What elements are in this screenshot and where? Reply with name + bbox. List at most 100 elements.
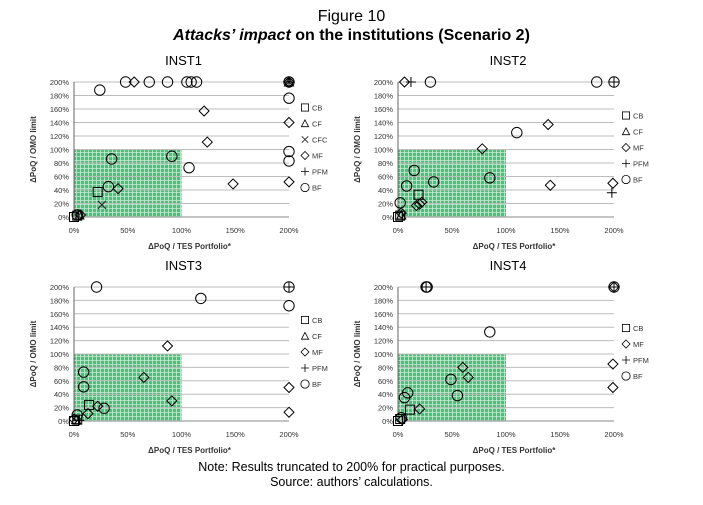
legend-marker-cb <box>621 323 631 333</box>
legend-item-cb: CB <box>621 111 643 121</box>
x-tick-label: 50% <box>120 430 135 439</box>
y-tick-label: 180% <box>50 92 70 101</box>
data-point-mf <box>68 413 80 425</box>
panel-inst1: INST1 0% 20% 40% 60% 80% 100% 120% 140% 160% 180% 2… <box>29 53 328 251</box>
legend-item-bf: BF <box>621 174 643 185</box>
series-mf <box>395 76 619 219</box>
legend-item-mf: MF <box>300 347 323 357</box>
x-tick-label: 100% <box>496 226 516 235</box>
data-point-mf <box>112 182 124 195</box>
series-pfm <box>405 77 619 198</box>
data-point-mf <box>396 413 409 426</box>
data-point-bf <box>283 155 295 167</box>
data-point-bf <box>394 197 406 209</box>
y-tick-label: 120% <box>374 132 394 141</box>
y-tick-label: 100% <box>50 350 70 359</box>
y-tick-label: 0% <box>58 417 69 426</box>
data-point-bf <box>119 76 132 88</box>
y-tick-label: 180% <box>50 296 70 305</box>
data-point-mf <box>283 176 295 188</box>
subtitle-emphasis: Attacks’ impact <box>173 27 291 44</box>
data-point-mf <box>283 116 295 129</box>
data-point-pfm <box>606 187 617 198</box>
legend-item-cb: CB <box>300 103 322 113</box>
data-point-mf <box>166 395 178 407</box>
data-point-bf <box>77 381 90 393</box>
y-tick-label: 200% <box>374 283 394 292</box>
y-tick-label: 160% <box>374 310 394 319</box>
legend-label: MF <box>312 152 323 161</box>
data-point-bf <box>283 281 295 293</box>
data-point-cb <box>69 416 79 426</box>
data-point-bf <box>94 84 106 96</box>
legend-marker-cb <box>300 315 310 325</box>
source: Source: authors’ calculations. <box>270 475 433 489</box>
legend-label: MF <box>312 348 323 357</box>
data-point-bf <box>161 76 174 88</box>
legend-label: BF <box>633 176 643 185</box>
legend-marker-mf <box>621 339 631 349</box>
data-point-mf <box>161 340 174 352</box>
data-point-bf <box>451 389 464 402</box>
legend-label: BF <box>633 372 643 381</box>
legend-marker-mf <box>621 142 631 153</box>
data-point-mf <box>74 209 87 221</box>
y-tick-label: 140% <box>374 119 394 128</box>
panel-title: INST2 <box>490 53 527 68</box>
data-point-mf <box>607 177 619 189</box>
x-tick-label: 0% <box>69 226 80 235</box>
legend-item-mf: MF <box>621 142 644 153</box>
data-point-mf <box>283 406 295 418</box>
y-tick-label: 40% <box>378 390 393 399</box>
y-tick-label: 200% <box>50 78 70 87</box>
x-tick-label: 50% <box>444 226 459 235</box>
y-tick-label: 0% <box>382 417 393 426</box>
legend-marker-mf <box>300 150 310 161</box>
legend-item-mf: MF <box>621 339 644 349</box>
data-point-bf <box>445 373 457 386</box>
y-tick-label: 80% <box>54 159 69 168</box>
y-tick-label: 100% <box>374 146 394 155</box>
x-tick-label: 200% <box>279 226 299 235</box>
x-tick-label: 0% <box>69 430 80 439</box>
data-point-bf <box>181 76 193 88</box>
data-point-pfm <box>421 282 432 292</box>
data-point-mf <box>544 179 556 191</box>
x-axis-label: ΔPoQ / TES Portfolio* <box>473 242 557 251</box>
legend-label: PFM <box>312 168 328 177</box>
legend-item-cf: CF <box>300 331 322 341</box>
data-point-cb <box>395 210 406 221</box>
y-tick-label: 140% <box>50 323 70 332</box>
y-tick-label: 100% <box>374 350 394 359</box>
y-tick-label: 120% <box>50 337 70 346</box>
x-tick-label: 150% <box>226 226 246 235</box>
x-tick-label: 200% <box>604 226 624 235</box>
y-tick-label: 180% <box>374 92 394 101</box>
legend-label: MF <box>633 144 644 153</box>
data-point-bf <box>408 164 420 177</box>
legend-item-pfm: PFM <box>300 363 328 373</box>
x-tick-label: 100% <box>172 226 192 235</box>
data-point-mf <box>457 361 469 374</box>
x-tick-label: 200% <box>279 430 299 439</box>
y-tick-label: 0% <box>382 213 393 222</box>
legend-item-cb: CB <box>621 323 643 333</box>
x-tick-label: 150% <box>226 430 246 439</box>
legend-item-bf: BF <box>300 182 322 193</box>
legend-marker-pfm <box>621 159 631 168</box>
y-tick-label: 60% <box>54 173 69 182</box>
data-point-bf <box>105 153 118 165</box>
y-tick-label: 160% <box>50 105 70 114</box>
legend-marker-cf <box>300 119 310 128</box>
data-point-mf <box>395 207 407 219</box>
x-tick-label: 0% <box>393 226 404 235</box>
data-point-mf <box>398 76 411 88</box>
data-point-cb <box>413 189 424 200</box>
y-axis-label: ΔPoQ / OMO limit <box>29 320 38 387</box>
legend-marker-pfm <box>300 167 310 176</box>
data-point-bf <box>143 76 155 88</box>
y-tick-label: 100% <box>50 146 70 155</box>
data-point-bf <box>608 76 620 88</box>
data-point-cf <box>395 209 407 220</box>
legend-marker-cfc <box>301 135 309 144</box>
